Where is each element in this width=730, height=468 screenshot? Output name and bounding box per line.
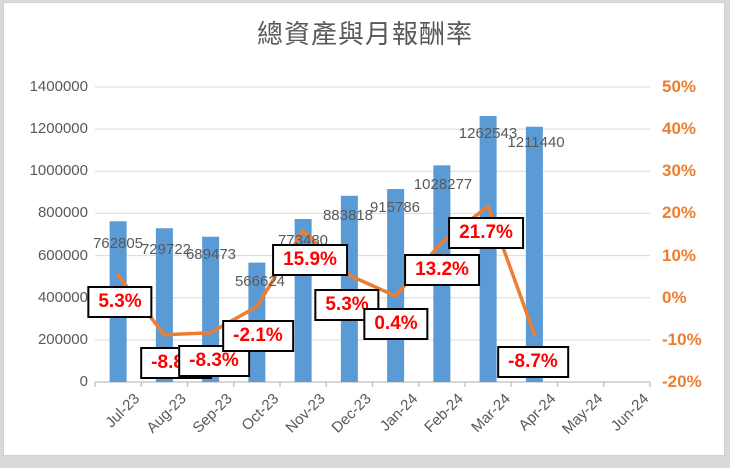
bar-value-label[interactable]: 689473 [185,246,237,263]
right-axis-tick-label: -20% [662,372,702,391]
right-axis-tick-label: 40% [662,119,697,139]
chart-title: 總資產與月報酬率 [256,20,473,50]
left-axis-tick-label: 1400000 [29,78,88,95]
return-pct-label-box[interactable]: -8.7% [497,346,569,378]
return-pct-label-box[interactable]: -2.1% [222,320,294,352]
bar-value-label[interactable]: 729722 [140,241,192,258]
left-axis-tick-label: 400000 [37,288,88,306]
return-pct-label-box[interactable]: 15.9% [272,244,348,276]
return-pct-label-box[interactable]: 0.4% [363,308,429,340]
right-axis-tick-label: 50% [662,77,697,96]
bar-apr-24[interactable] [525,126,543,382]
left-axis-tick-label: 0 [79,373,88,390]
left-axis-tick-label: 200000 [37,330,88,348]
bar-aug-23[interactable] [155,228,173,382]
return-pct-label-box[interactable]: 5.3% [87,286,153,318]
return-pct-label-box[interactable]: 5.3% [314,289,380,321]
right-axis-tick-label: 20% [662,203,697,223]
bar-jan-24[interactable] [387,189,405,382]
left-axis-tick-label: 600000 [37,246,88,264]
right-axis-tick-label: 10% [662,245,697,265]
right-axis-tick-label: 0% [662,287,687,307]
left-axis-tick-label: 800000 [37,204,88,222]
left-axis-tick-label: 1200000 [29,120,88,138]
return-pct-label-box[interactable]: 13.2% [404,254,480,286]
bar-value-label[interactable]: 1211440 [507,134,565,151]
bar-value-label[interactable]: 566624 [234,273,286,290]
bar-value-label[interactable]: 883818 [322,207,374,224]
bar-dec-23[interactable] [340,195,358,382]
left-axis-tick-label: 1000000 [29,162,88,180]
return-pct-label-box[interactable]: 21.7% [448,217,524,249]
bar-value-label[interactable]: 1262543 [458,125,518,142]
bar-value-label[interactable]: 762805 [92,235,144,252]
bar-value-label[interactable]: 915786 [369,199,421,216]
right-axis-tick-label: 30% [662,161,697,181]
right-axis-tick-label: -10% [662,329,702,349]
bar-value-label[interactable]: 1028277 [413,176,473,193]
